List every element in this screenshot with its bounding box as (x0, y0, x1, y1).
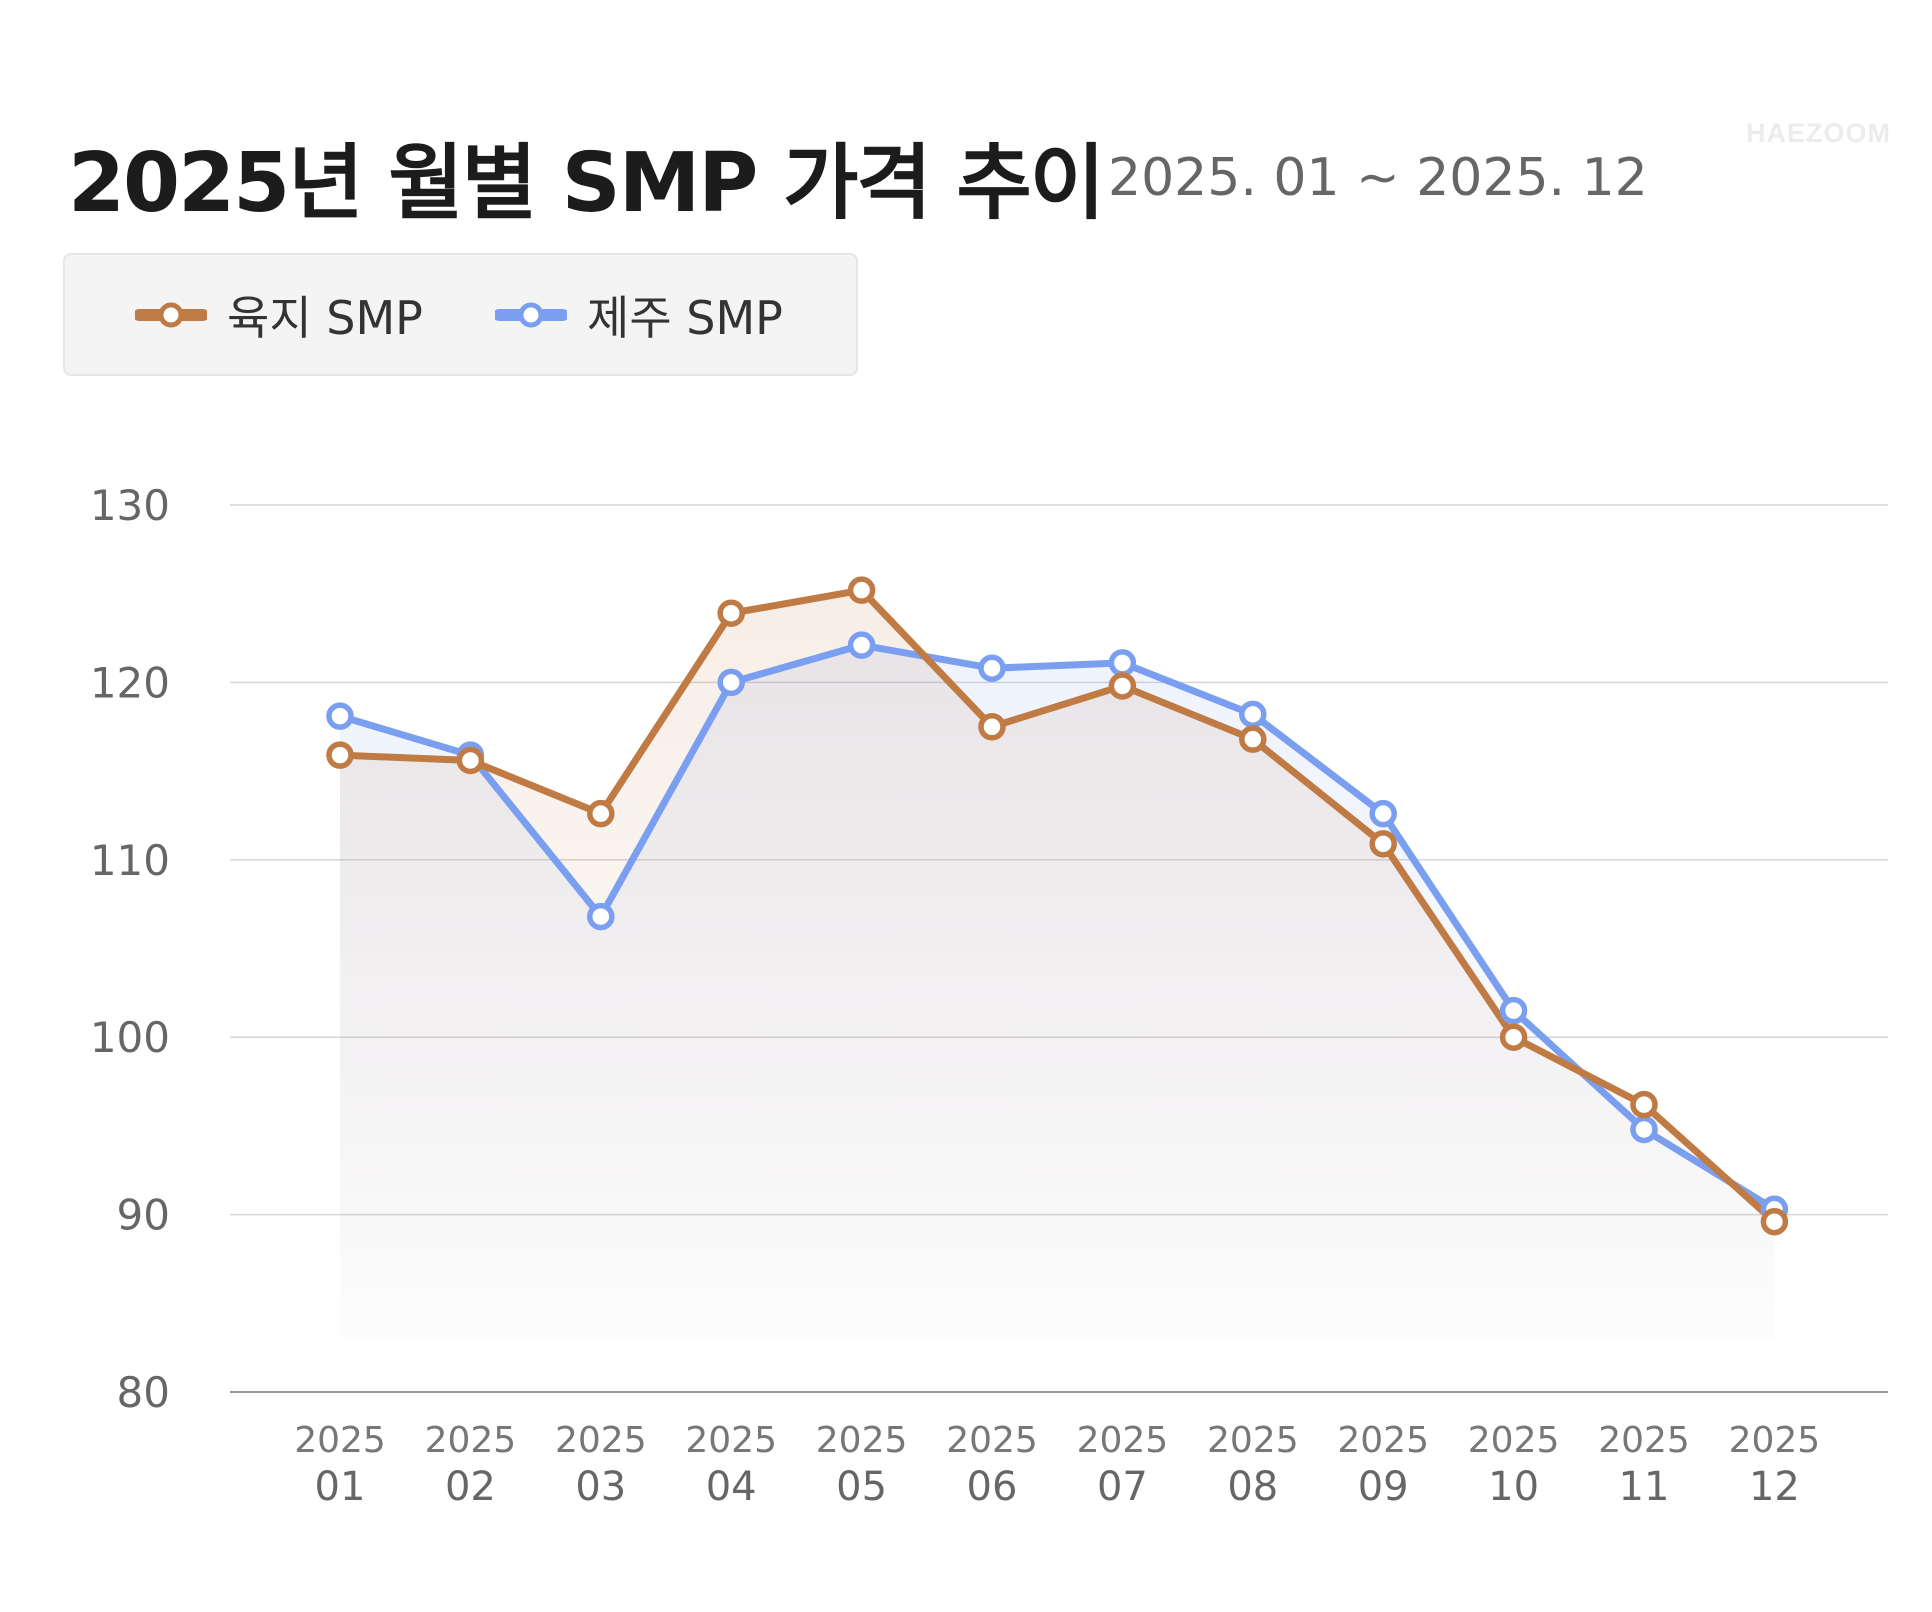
data-point-jeju (717, 668, 745, 697)
x-tick-label-month: 05 (836, 1464, 887, 1510)
series-area-land (340, 590, 1775, 1339)
data-point-land (1108, 672, 1137, 700)
x-tick-label-year: 2025 (816, 1420, 908, 1461)
x-tick-label-year: 2025 (1077, 1420, 1169, 1461)
data-point-jeju (978, 654, 1006, 682)
legend-label-land: 육지 SMP (227, 291, 423, 345)
chart-title: 2025년 월별 SMP 가격 추이 (68, 136, 1105, 231)
y-tick-label: 130 (90, 481, 170, 530)
data-point-land (1499, 1023, 1528, 1051)
series-line-land (336, 586, 1778, 1226)
data-point-land (1239, 725, 1267, 753)
x-tick-label-year: 2025 (1468, 1420, 1560, 1461)
x-tick-label-month: 02 (445, 1464, 496, 1510)
data-point-land (456, 746, 485, 775)
data-point-jeju (326, 702, 354, 730)
x-tick-label-year: 2025 (1207, 1420, 1299, 1461)
data-point-land (978, 713, 1006, 741)
y-tick-label: 120 (90, 658, 170, 707)
chart-legend: 육지 SMP 제주 SMP (63, 253, 858, 376)
x-tick-label-year: 2025 (1337, 1420, 1429, 1461)
x-tick-label-year: 2025 (294, 1420, 386, 1461)
legend-item-jeju: 제주 SMP (495, 283, 783, 347)
x-tick-label-month: 11 (1619, 1464, 1670, 1510)
data-point-jeju (1239, 700, 1267, 729)
x-tick-label-month: 09 (1358, 1464, 1409, 1510)
data-point-land (587, 799, 615, 828)
legend-item-land: 육지 SMP (135, 283, 423, 347)
data-point-jeju (1630, 1115, 1658, 1144)
data-point-land (847, 576, 876, 604)
data-point-land (1369, 830, 1397, 858)
data-point-jeju (1108, 649, 1137, 677)
data-point-land (326, 741, 354, 769)
x-tick-label-year: 2025 (555, 1420, 647, 1461)
x-tick-label-year: 2025 (425, 1420, 517, 1461)
date-range-subtitle: 2025. 01 ~ 2025. 12 (1108, 148, 1648, 208)
y-tick-label: 110 (90, 836, 170, 885)
series-line-jeju (336, 641, 1778, 1213)
x-tick-label-month: 01 (315, 1464, 366, 1510)
y-tick-label: 100 (90, 1013, 170, 1062)
x-tick-label-month: 03 (575, 1464, 626, 1510)
y-tick-label: 90 (117, 1191, 170, 1240)
x-tick-label-month: 10 (1488, 1464, 1539, 1510)
x-tick-label-year: 2025 (1598, 1420, 1690, 1461)
x-tick-label-month: 06 (967, 1464, 1018, 1510)
x-tick-label-year: 2025 (685, 1420, 777, 1461)
x-tick-label-month: 04 (706, 1464, 757, 1510)
land-series-marker-icon (135, 302, 207, 328)
x-tick-label-month: 08 (1227, 1464, 1278, 1510)
x-tick-label-year: 2025 (1729, 1420, 1821, 1461)
data-point-jeju (587, 902, 615, 931)
x-tick-label-month: 12 (1749, 1464, 1800, 1510)
data-point-land (1760, 1207, 1789, 1236)
watermark-logo: HAEZOOM (1746, 118, 1891, 148)
data-point-land (1630, 1090, 1658, 1119)
data-point-land (717, 599, 745, 627)
legend-label-jeju: 제주 SMP (587, 291, 783, 345)
data-point-jeju (1499, 996, 1528, 1025)
data-point-jeju (847, 631, 876, 659)
jeju-series-marker-icon (495, 302, 567, 328)
data-point-jeju (1369, 799, 1397, 828)
x-tick-label-year: 2025 (946, 1420, 1038, 1461)
y-tick-label: 80 (117, 1368, 170, 1417)
x-tick-label-month: 07 (1097, 1464, 1148, 1510)
